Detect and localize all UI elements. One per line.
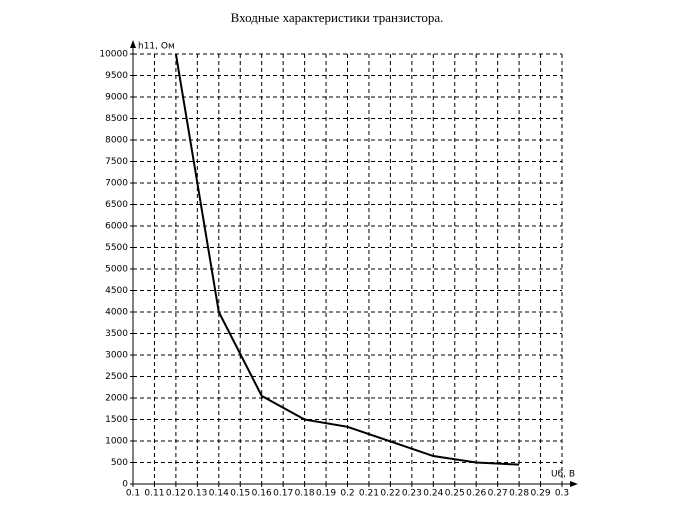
y-tick-label: 7500 (105, 157, 128, 167)
x-tick-label: 0.3 (555, 489, 569, 499)
y-tick-label: 0 (122, 480, 128, 490)
x-tick-label: 0.27 (488, 489, 508, 499)
y-tick-label: 8000 (105, 136, 128, 146)
y-tick-label: 4000 (105, 308, 128, 318)
y-tick-label: 4500 (105, 286, 128, 296)
x-axis-label: Uб, В (551, 470, 575, 480)
data-line (174, 53, 520, 466)
x-tick-label: 0.24 (423, 489, 443, 499)
x-tick-label: 0.26 (466, 489, 486, 499)
x-tick-label: 0.15 (230, 489, 250, 499)
y-tick-label: 10000 (99, 50, 128, 60)
x-tick-label: 0.16 (252, 489, 272, 499)
y-axis-label: h11, Ом (138, 42, 175, 52)
y-tick-label: 9000 (105, 93, 128, 103)
x-tick-label: 0.25 (445, 489, 465, 499)
x-tick-label: 0.2 (340, 489, 354, 499)
y-tick-label: 6500 (105, 200, 128, 210)
x-tick-label: 0.19 (316, 489, 336, 499)
x-tick-label: 0.11 (144, 489, 164, 499)
y-tick-label: 3500 (105, 329, 128, 339)
x-tick-label: 0.28 (509, 489, 529, 499)
x-tick-label: 0.17 (273, 489, 293, 499)
chart-title: Входные характеристики транзистора. (231, 10, 444, 25)
y-tick-label: 1000 (105, 437, 128, 447)
x-tick-label: 0.14 (209, 489, 229, 499)
y-tick-label: 3000 (105, 351, 128, 361)
x-tick-label: 0.1 (126, 489, 140, 499)
y-tick-label: 5500 (105, 243, 128, 253)
y-tick-label: 9500 (105, 71, 128, 81)
y-tick-label: 2000 (105, 394, 128, 404)
x-tick-label: 0.22 (380, 489, 400, 499)
x-tick-label: 0.23 (402, 489, 422, 499)
y-tick-label: 2500 (105, 372, 128, 382)
y-axis-arrow (130, 40, 136, 48)
x-axis-arrow (570, 481, 578, 487)
y-tick-label: 5000 (105, 265, 128, 275)
y-tick-label: 7000 (105, 179, 128, 189)
y-tick-label: 8500 (105, 114, 128, 124)
y-tick-label: 500 (111, 458, 128, 468)
x-tick-label: 0.13 (187, 489, 207, 499)
y-tick-label: 6000 (105, 222, 128, 232)
x-tick-label: 0.21 (359, 489, 379, 499)
x-tick-label: 0.12 (166, 489, 186, 499)
x-tick-label: 0.18 (295, 489, 315, 499)
y-tick-label: 1500 (105, 415, 128, 425)
x-tick-label: 0.29 (531, 489, 551, 499)
